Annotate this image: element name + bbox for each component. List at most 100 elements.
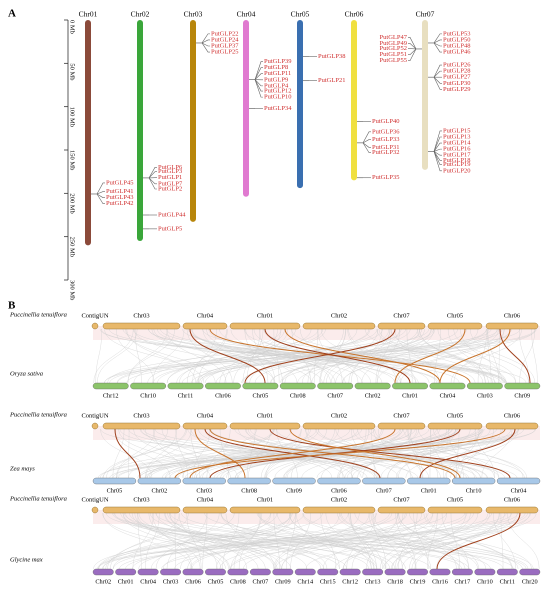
gray-link [394,328,440,384]
gray-link [460,428,494,479]
gray-link [373,512,432,570]
chromosome-label: Chr03 [133,412,149,419]
gray-link [252,328,276,384]
gray-link [407,428,422,479]
gene-label: PutGLP29 [443,86,470,93]
gray-link [147,328,324,384]
gray-link [379,512,447,570]
collinear-link [244,328,396,384]
gene-link [362,131,371,143]
gene-link [433,151,442,156]
tick-label: 250 Mb [69,237,76,257]
gene-label: PutGLP51 [380,51,407,58]
chromosome [339,568,361,576]
chromosome [302,422,376,430]
chromosome [474,568,496,576]
chromosome-label: Chr06 [504,412,521,419]
chromosome-label: Chr10 [140,392,156,399]
gray-link [161,512,526,570]
gray-link [398,428,456,479]
chromosome [377,422,426,430]
chromosome-label: Chr02 [365,392,381,399]
gene-label: PutGLP12 [264,88,291,95]
chromosome-label: Chr06 [504,312,521,319]
gene-label: PutGLP11 [264,70,291,77]
gray-link [350,512,377,570]
chromosome [272,477,316,485]
gray-link [150,512,292,570]
gene-link [433,42,442,47]
gray-link [481,428,513,479]
gene-link [433,39,442,44]
gene-link [408,37,417,50]
chromosome-label: ContigUN [81,412,108,419]
chromosome-label: Chr02 [331,312,347,319]
gray-link [210,428,488,479]
gray-link [127,328,168,384]
gray-link [126,328,536,384]
chromosome-label: Chr03 [133,312,149,319]
chromosome [485,422,539,430]
gene-link [201,33,210,44]
gray-link [307,328,344,384]
gray-link [418,428,500,479]
gray-link [145,512,160,570]
contig [91,322,99,330]
gray-link [191,328,363,384]
gene-label: PutGLP10 [264,94,291,101]
gray-link [132,328,439,384]
gray-link [112,512,278,570]
gray-link [126,328,197,384]
gray-link [281,328,536,384]
contig [91,422,99,430]
gray-link [245,428,377,479]
gray-link [102,512,226,570]
gray-link [437,328,517,384]
chromosome-label: Chr07 [393,496,410,503]
chromosome [92,568,114,576]
gray-link [342,328,489,384]
gray-link [398,512,470,570]
gray-link [198,328,228,384]
gray-link [351,428,367,479]
gray-link [339,428,370,479]
chromosome [92,382,129,390]
gray-link [347,328,397,384]
chromosome [485,506,539,514]
gray-link [238,512,261,570]
gray-link [109,428,536,479]
gene-label: PutGLP28 [443,68,470,75]
chromosome [205,568,226,576]
chromosome-label: Chr08 [230,578,246,585]
gene-label: PutGLP31 [372,144,399,151]
gene-label: PutGLP26 [443,62,471,69]
gray-link [132,512,154,570]
gene-link [433,136,442,152]
chromosome-label: Chr04 [197,312,214,319]
gray-link [427,512,438,570]
chromosome [302,506,376,514]
chromosome [354,382,391,390]
chromosome [466,382,503,390]
chromosome-label: Chr03 [184,10,203,19]
gene-label: PutGLP24 [211,36,239,43]
gray-link [325,512,375,570]
chromosome-label: Chr04 [440,392,457,399]
gray-link [97,512,447,570]
gray-link [186,328,233,384]
gray-link [348,512,383,570]
chromosome-label: Chr06 [345,10,364,19]
gray-link [256,512,529,570]
gray-link [349,512,372,570]
gray-link [390,512,518,570]
gray-link [291,328,311,384]
gene-label: PutGLP50 [443,36,470,43]
chromosome [182,322,228,330]
gray-link [398,512,418,570]
chromosome [102,422,181,430]
gray-link [202,328,507,384]
collinear-link [419,428,516,479]
gray-link [101,512,466,570]
chromosome-label: Chr08 [290,392,306,399]
gray-link [127,328,175,384]
